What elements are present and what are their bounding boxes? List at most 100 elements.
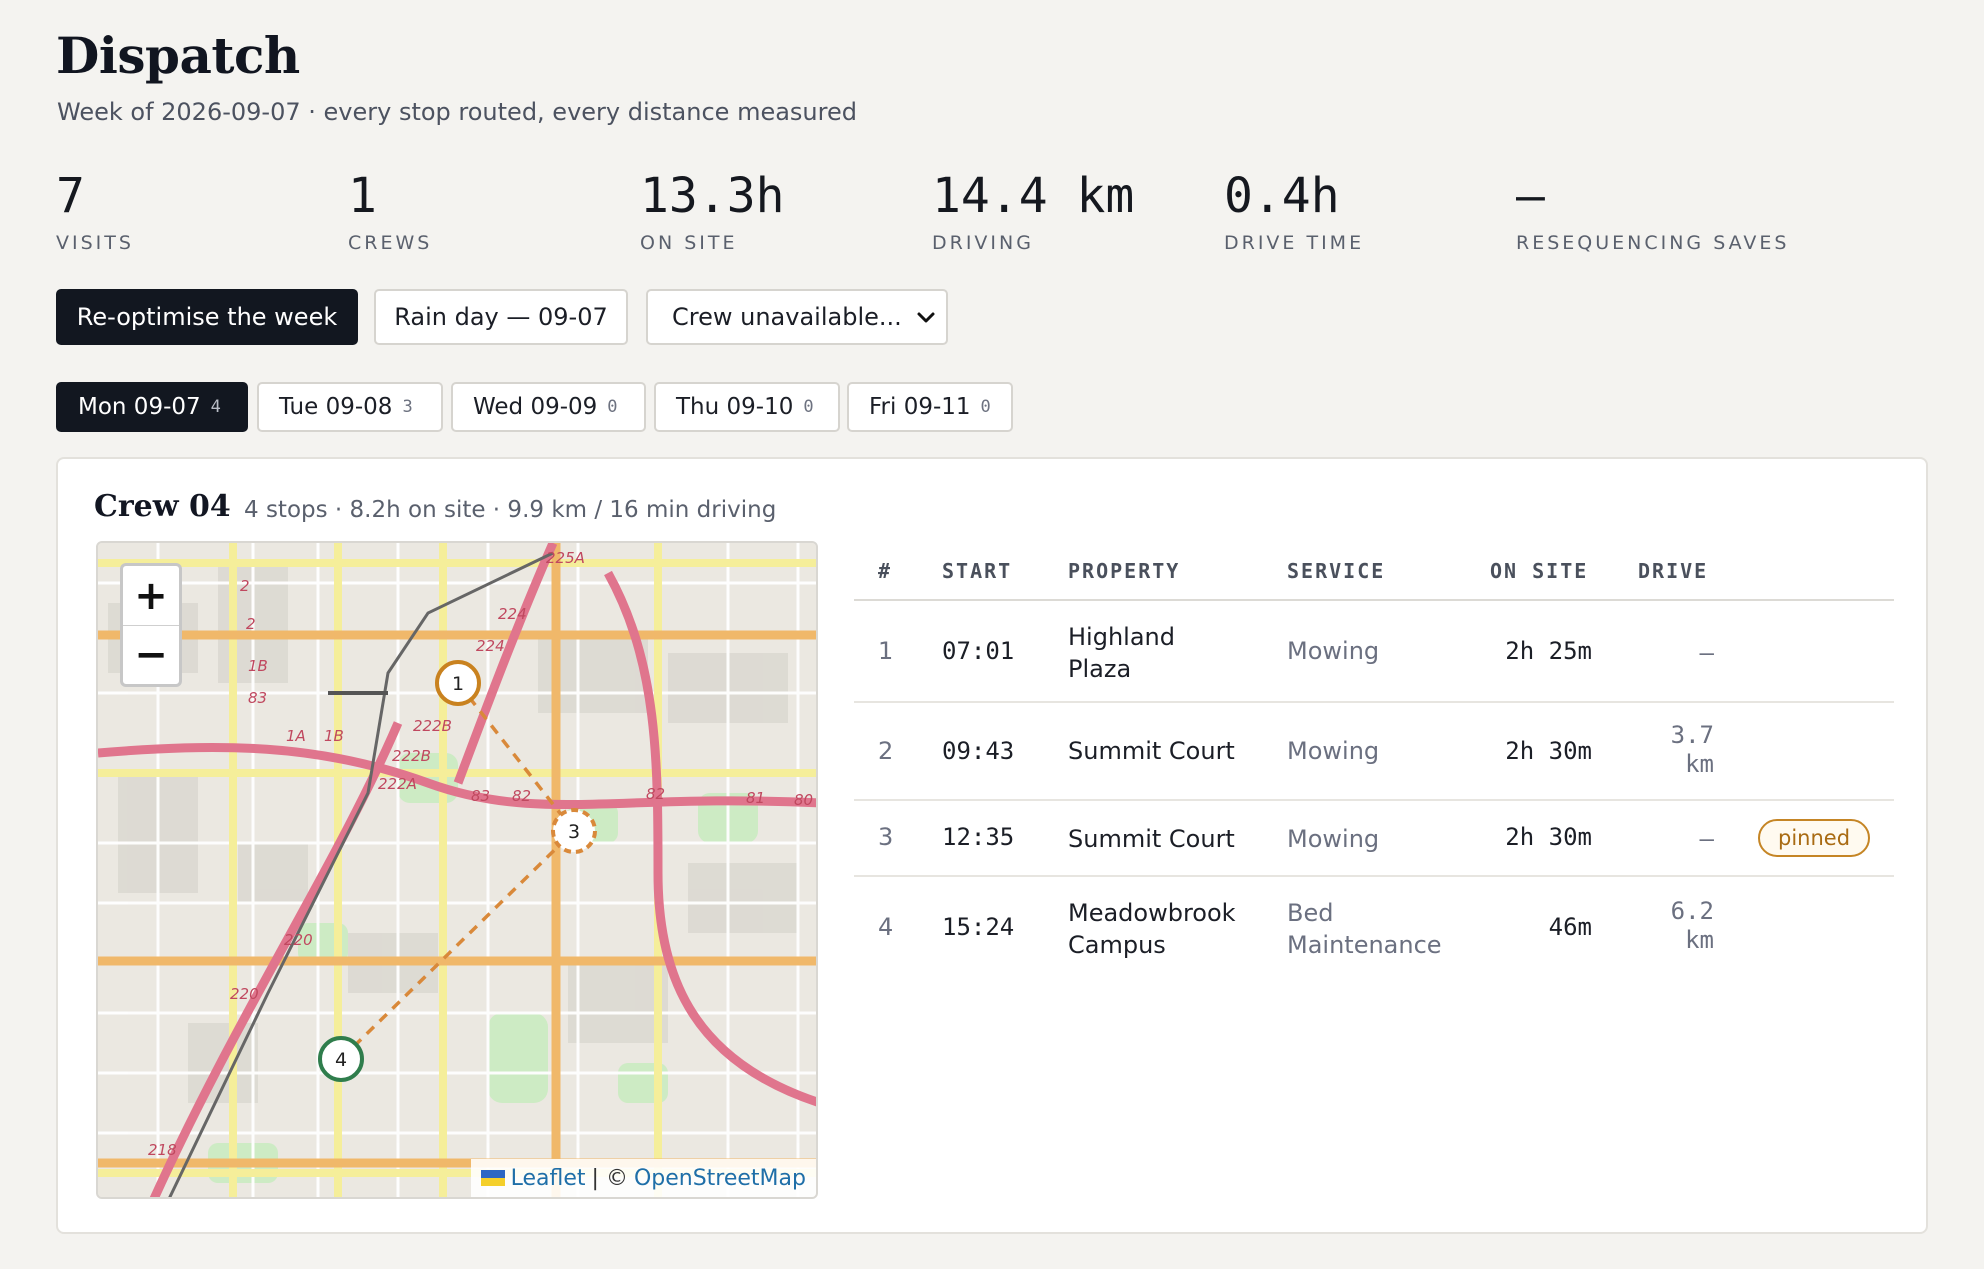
- table-row[interactable]: 4 15:24 Meadowbrook Campus Bed Maintenan…: [854, 877, 1894, 981]
- tab-label: Mon 09-07: [78, 394, 201, 420]
- pinned-badge: pinned: [1758, 819, 1871, 857]
- start-time: 12:35: [942, 823, 1015, 851]
- marker-label: 4: [335, 1049, 347, 1071]
- drive-value: 3.7: [1670, 721, 1714, 749]
- stat-label: DRIVE TIME: [1224, 232, 1365, 254]
- crew-title: Crew 04: [94, 489, 231, 524]
- road-label: 82: [646, 785, 665, 803]
- crew-summary: 4 stops · 8.2h on site · 9.9 km / 16 min…: [244, 497, 777, 523]
- column-header: ON SITE: [1490, 559, 1589, 583]
- stat-value: 14.4 km: [932, 168, 1135, 224]
- column-header: START: [942, 559, 1013, 583]
- service-type: Mowing: [1287, 637, 1380, 665]
- map-attribution: Leaflet | © OpenStreetMap: [470, 1159, 816, 1197]
- tab-count: 3: [402, 397, 413, 417]
- ukraine-flag-icon: [480, 1170, 505, 1186]
- table-row[interactable]: 3 12:35 Summit Court Mowing 2h 30m — pin…: [854, 801, 1894, 877]
- drive-distance: 3.7 km: [1624, 721, 1714, 779]
- page-title: Dispatch: [56, 26, 300, 85]
- rain-day-button[interactable]: Rain day — 09-07: [374, 289, 628, 345]
- road-label: 218: [148, 1141, 177, 1159]
- stop-number: 3: [878, 823, 894, 851]
- table-row[interactable]: 1 07:01 Highland Plaza Mowing 2h 25m —: [854, 601, 1894, 703]
- drive-distance: 6.2 km: [1624, 897, 1714, 955]
- on-site-duration: 46m: [1548, 913, 1592, 941]
- property-name: Summit Court: [1068, 737, 1235, 765]
- drive-unit: km: [1685, 750, 1714, 778]
- on-site-duration: 2h 30m: [1505, 823, 1592, 851]
- route-map[interactable]: 225A 224 224 2 2 1B 83 1A 1B 222B 222B 2…: [96, 541, 818, 1199]
- service-type: Mowing: [1287, 737, 1380, 765]
- tab-count: 0: [607, 397, 618, 417]
- road-label: 81: [746, 789, 765, 807]
- stat-drive-time: 0.4h DRIVE TIME: [1224, 166, 1364, 254]
- road-label: 1A: [286, 727, 306, 745]
- road-label: 225A: [546, 549, 585, 567]
- road-label: 2: [246, 615, 256, 633]
- service-line: Bed: [1287, 899, 1334, 927]
- road-label: 220: [230, 985, 259, 1003]
- on-site-duration: 2h 25m: [1505, 637, 1592, 665]
- zoom-out-button[interactable]: −: [123, 625, 179, 684]
- stat-label: CREWS: [348, 232, 433, 254]
- service-type: Mowing: [1287, 825, 1380, 853]
- property-line: Highland: [1068, 623, 1175, 651]
- property-name: Summit Court: [1068, 825, 1235, 853]
- stat-label: RESEQUENCING SAVES: [1516, 232, 1790, 254]
- stop-marker[interactable]: 3: [551, 808, 597, 854]
- stat-label: ON SITE: [640, 232, 738, 254]
- drive-value: 6.2: [1670, 897, 1714, 925]
- stat-driving: 14.4 km DRIVING: [932, 166, 1134, 254]
- marker-label: 3: [568, 821, 580, 843]
- zoom-in-button[interactable]: +: [134, 572, 168, 619]
- road-label: 2: [240, 577, 250, 595]
- stat-crews: 1 CREWS: [348, 166, 432, 254]
- road-label: 82: [512, 787, 531, 805]
- road-label: 222A: [378, 775, 417, 793]
- table-row[interactable]: 2 09:43 Summit Court Mowing 2h 30m 3.7 k…: [854, 703, 1894, 801]
- attribution-separator: | ©: [591, 1165, 628, 1191]
- property-name: Highland Plaza: [1068, 621, 1175, 685]
- tab-label: Thu 09-10: [676, 394, 794, 420]
- tab-label: Tue 09-08: [279, 394, 393, 420]
- property-line: Meadowbrook: [1068, 899, 1236, 927]
- stats-bar: 7 VISITS 1 CREWS 13.3h ON SITE 14.4 km D…: [56, 166, 1856, 256]
- stat-label: VISITS: [56, 232, 134, 254]
- start-time: 15:24: [942, 913, 1015, 941]
- tab-fri[interactable]: Fri 09-11 0: [847, 382, 1013, 432]
- start-time: 07:01: [942, 637, 1015, 665]
- reoptimise-week-button[interactable]: Re-optimise the week: [56, 289, 358, 345]
- drive-unit: km: [1685, 926, 1714, 954]
- tab-thu[interactable]: Thu 09-10 0: [654, 382, 840, 432]
- stat-value: —: [1516, 168, 1545, 224]
- road-label: 83: [471, 787, 490, 805]
- crew-card: Crew 04 4 stops · 8.2h on site · 9.9 km …: [56, 457, 1928, 1234]
- map-tiles: 225A 224 224 2 2 1B 83 1A 1B 222B 222B 2…: [98, 543, 816, 1197]
- openstreetmap-link[interactable]: OpenStreetMap: [633, 1165, 806, 1191]
- service-line: Maintenance: [1287, 931, 1442, 959]
- tab-wed[interactable]: Wed 09-09 0: [451, 382, 646, 432]
- start-time: 09:43: [942, 737, 1015, 765]
- tab-count: 0: [803, 397, 814, 417]
- tab-label: Wed 09-09: [473, 394, 598, 420]
- stat-visits: 7 VISITS: [56, 166, 134, 254]
- crew-unavailable-select[interactable]: Crew unavailable...: [646, 289, 948, 345]
- stop-marker[interactable]: 4: [318, 1036, 364, 1082]
- stop-number: 2: [878, 737, 894, 765]
- stat-value: 1: [348, 168, 377, 224]
- stat-label: DRIVING: [932, 232, 1034, 254]
- stop-marker[interactable]: 1: [435, 660, 481, 706]
- tab-tue[interactable]: Tue 09-08 3: [257, 382, 443, 432]
- road-label: 224: [498, 605, 527, 623]
- road-label: 220: [284, 931, 313, 949]
- drive-distance: —: [1699, 825, 1714, 853]
- road-label: 1B: [324, 727, 344, 745]
- road-label: 80: [794, 791, 813, 809]
- leaflet-link[interactable]: Leaflet: [510, 1165, 586, 1191]
- day-tabs: Mon 09-07 4 Tue 09-08 3 Wed 09-09 0 Thu 09-…: [56, 382, 1056, 432]
- table-header: # START PROPERTY SERVICE ON SITE DRIVE: [854, 541, 1894, 601]
- zoom-control: + −: [120, 563, 182, 687]
- tab-count: 4: [210, 397, 221, 417]
- tab-count: 0: [980, 397, 991, 417]
- tab-mon[interactable]: Mon 09-07 4: [56, 382, 248, 432]
